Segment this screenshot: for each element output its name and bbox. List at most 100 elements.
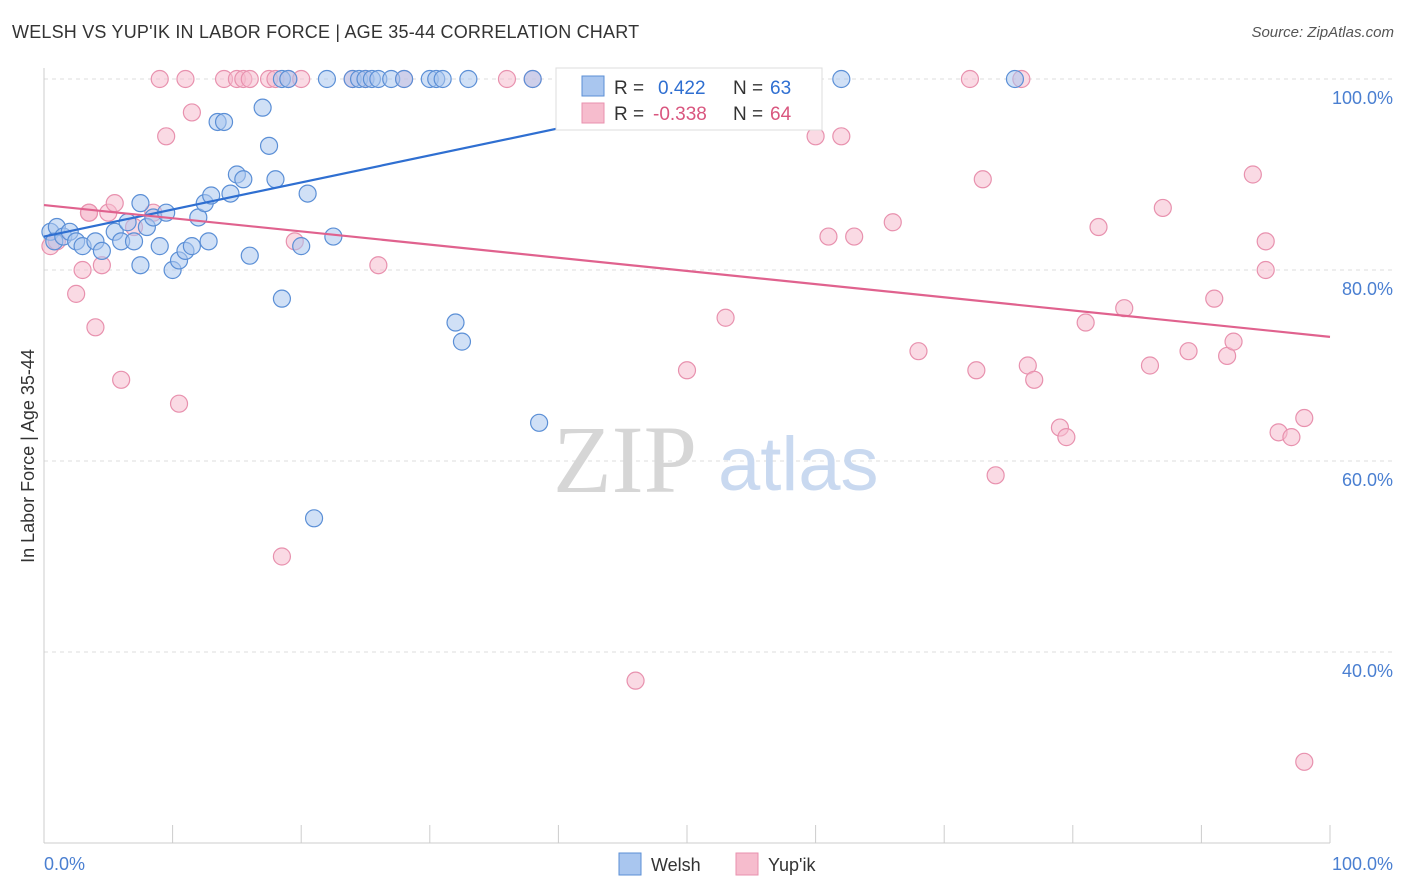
watermark-zip: ZIP — [553, 406, 697, 513]
stats-yupik-n-label: N = — [733, 104, 763, 125]
stats-yupik-r-value: -0.338 — [653, 104, 707, 125]
welsh-point-55 — [452, 332, 472, 351]
x-ticks — [43, 825, 1331, 843]
yupik-point-5 — [79, 203, 99, 222]
yupik-point-35 — [677, 361, 697, 380]
welsh-point-32 — [240, 246, 259, 265]
welsh-point-12 — [124, 232, 144, 251]
chart-title: WELSH VS YUP'IK IN LABOR FORCE | AGE 35-… — [12, 22, 640, 42]
yupik-point-62 — [1256, 260, 1275, 280]
y-tick-label-100: 100.0% — [1332, 88, 1393, 108]
chart-source: Source: ZipAtlas.com — [1251, 24, 1394, 41]
legend: Welsh Yup'ik — [618, 852, 816, 876]
yupik-point-39 — [832, 127, 851, 146]
y-tick-label-40: 40.0% — [1342, 661, 1393, 681]
yupik-point-57 — [1179, 342, 1198, 361]
yupik-point-34 — [626, 671, 645, 690]
yupik-point-63 — [1256, 232, 1275, 251]
yupik-point-52 — [1076, 313, 1095, 332]
gridlines — [44, 78, 1393, 653]
welsh-point-54 — [446, 313, 465, 332]
yupik-point-46 — [986, 466, 1005, 485]
yupik-point-40 — [845, 227, 864, 246]
welsh-point-50 — [394, 69, 414, 89]
stats-welsh-n-label: N = — [733, 78, 763, 99]
welsh-point-25 — [199, 232, 218, 251]
yupik-point-51 — [1057, 428, 1076, 447]
welsh-point-58 — [530, 413, 549, 432]
legend-yupik-swatch — [735, 852, 759, 876]
yupik-point-36 — [716, 308, 735, 327]
yupik-point-43 — [960, 69, 980, 89]
legend-welsh-swatch — [618, 852, 642, 876]
yupik-point-32 — [497, 69, 517, 89]
welsh-point-34 — [259, 136, 279, 155]
welsh-point-43 — [324, 227, 343, 246]
stats-yupik-n-value: 64 — [770, 104, 792, 125]
yupik-point-3 — [73, 260, 92, 280]
yupik-point-58 — [1205, 289, 1224, 308]
welsh-series — [41, 69, 1025, 528]
yupik-point-41 — [883, 213, 902, 232]
stats-welsh-swatch — [581, 75, 605, 97]
yupik-point-55 — [1140, 356, 1160, 375]
welsh-point-35 — [266, 170, 285, 189]
welsh-point-28 — [214, 112, 234, 132]
yupik-point-15 — [169, 394, 189, 413]
x-tick-label-max: 100.0% — [1332, 854, 1393, 874]
yupik-point-16 — [176, 69, 195, 89]
welsh-point-17 — [150, 237, 169, 256]
stats-yupik-r-label: R = — [614, 104, 644, 125]
yupik-point-56 — [1153, 198, 1172, 218]
yupik-point-44 — [967, 361, 986, 380]
yupik-point-21 — [240, 69, 259, 89]
welsh-point-61 — [1005, 69, 1025, 89]
welsh-point-57 — [523, 69, 542, 89]
watermark: ZIP atlas — [553, 406, 879, 513]
yupik-point-24 — [272, 547, 292, 566]
yupik-point-65 — [1282, 428, 1301, 447]
yupik-point-17 — [182, 103, 201, 122]
yupik-point-42 — [909, 342, 928, 361]
yupik-point-2 — [67, 284, 86, 303]
welsh-point-53 — [433, 69, 452, 89]
x-tick-label-min: 0.0% — [44, 854, 85, 874]
yupik-point-45 — [973, 170, 992, 189]
welsh-point-8 — [92, 241, 111, 260]
welsh-point-13 — [131, 256, 150, 275]
stats-welsh-r-value: 0.422 — [658, 78, 706, 99]
yupik-point-61 — [1243, 165, 1262, 184]
stats-box: R = 0.422 N = 63 R = -0.338 N = 64 — [555, 67, 823, 131]
y-axis-label: In Labor Force | Age 35-44 — [18, 349, 38, 563]
welsh-point-11 — [118, 213, 137, 232]
y-tick-labels: 40.0% 60.0% 80.0% 100.0% — [1332, 88, 1393, 681]
welsh-point-36 — [272, 289, 292, 308]
yupik-point-13 — [150, 69, 169, 89]
welsh-point-60 — [832, 69, 851, 89]
yupik-point-67 — [1295, 752, 1314, 771]
welsh-point-40 — [298, 184, 317, 203]
yupik-point-14 — [157, 127, 176, 146]
y-tick-label-80: 80.0% — [1342, 279, 1393, 299]
welsh-point-56 — [459, 69, 478, 89]
yupik-point-30 — [369, 256, 388, 275]
legend-welsh-label: Welsh — [651, 855, 701, 875]
yupik-point-60 — [1224, 332, 1243, 351]
yupik-point-53 — [1089, 217, 1108, 237]
welsh-point-22 — [182, 237, 201, 256]
welsh-point-31 — [234, 170, 253, 189]
yupik-point-49 — [1025, 370, 1044, 389]
welsh-point-33 — [253, 98, 272, 117]
stats-welsh-r-label: R = — [614, 78, 644, 99]
stats-yupik-swatch — [581, 102, 605, 124]
yupik-point-38 — [819, 227, 838, 246]
welsh-point-14 — [131, 194, 150, 213]
welsh-point-38 — [279, 69, 298, 89]
yupik-point-66 — [1295, 408, 1314, 428]
welsh-point-41 — [304, 509, 324, 528]
watermark-atlas: atlas — [718, 422, 879, 507]
welsh-point-42 — [317, 69, 337, 89]
yupik-point-10 — [112, 370, 131, 389]
y-tick-label-60: 60.0% — [1342, 470, 1393, 490]
